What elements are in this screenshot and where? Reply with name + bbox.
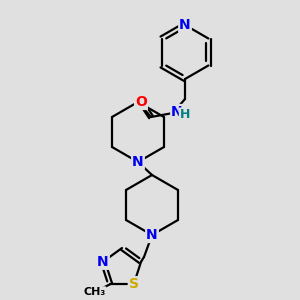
Text: N: N — [146, 228, 158, 242]
Text: O: O — [135, 95, 147, 109]
Text: N: N — [179, 18, 191, 32]
Text: CH₃: CH₃ — [83, 287, 105, 297]
Text: N: N — [97, 255, 109, 269]
Text: N: N — [132, 155, 144, 169]
Text: N: N — [171, 105, 183, 119]
Text: H: H — [180, 109, 190, 122]
Text: S: S — [129, 277, 139, 291]
